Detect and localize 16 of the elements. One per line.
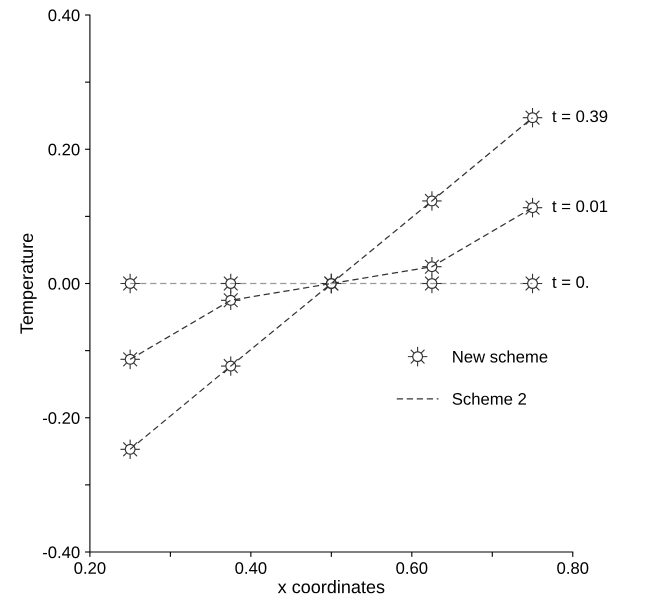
legend-label: New scheme: [453, 350, 548, 363]
y-tick-label: 0.20: [48, 144, 80, 156]
x-tick-label: 0.60: [396, 562, 428, 574]
annotation: t = 0.39: [552, 110, 608, 122]
y-tick-label: 0.00: [48, 278, 80, 290]
y-tick-label: 0.40: [48, 9, 80, 22]
x-axis-title: x coordinates: [278, 580, 384, 594]
y-axis-title: Temperature: [20, 234, 37, 334]
annotation: t = 0.01: [552, 200, 608, 212]
y-tick-label: -0.20: [42, 412, 80, 424]
annotation: t = 0.: [552, 276, 588, 288]
x-tick-label: 0.20: [74, 562, 106, 574]
x-tick-label: 0.80: [557, 562, 588, 574]
y-tick-label: -0.40: [42, 546, 80, 558]
x-tick-label: 0.40: [235, 562, 266, 574]
legend-label: Scheme 2: [452, 392, 526, 405]
